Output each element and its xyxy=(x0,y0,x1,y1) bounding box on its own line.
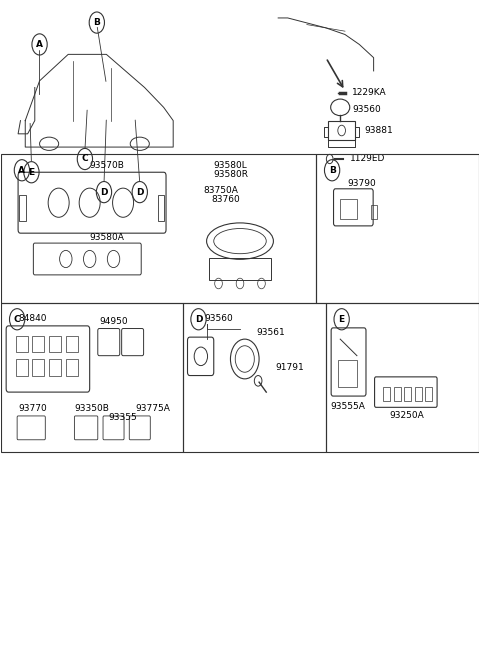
Bar xyxy=(33,336,44,352)
Text: 93570B: 93570B xyxy=(89,161,124,170)
Bar xyxy=(415,387,422,402)
Text: E: E xyxy=(28,168,35,177)
Bar xyxy=(49,336,61,352)
Text: D: D xyxy=(195,315,202,324)
Bar xyxy=(19,195,26,221)
Text: 93580A: 93580A xyxy=(89,233,124,243)
Bar xyxy=(183,303,326,452)
Text: A: A xyxy=(36,40,43,49)
Bar xyxy=(328,120,355,140)
Text: 93775A: 93775A xyxy=(136,404,170,413)
Text: 93770: 93770 xyxy=(18,404,47,413)
Bar xyxy=(209,258,271,279)
Bar xyxy=(49,359,61,376)
Text: 93355: 93355 xyxy=(108,413,137,422)
Text: 83760: 83760 xyxy=(211,195,240,204)
Bar xyxy=(316,154,479,303)
Bar xyxy=(1,303,183,452)
Bar xyxy=(340,199,357,219)
Text: 91791: 91791 xyxy=(276,363,304,372)
Text: C: C xyxy=(14,315,21,324)
Bar xyxy=(383,387,390,402)
Text: 93250A: 93250A xyxy=(390,411,424,420)
Text: 93560: 93560 xyxy=(204,314,233,323)
Text: 1229KA: 1229KA xyxy=(352,88,387,97)
Text: E: E xyxy=(338,315,345,324)
Bar xyxy=(371,205,377,219)
Text: 83750A: 83750A xyxy=(204,186,239,196)
Text: D: D xyxy=(100,188,108,197)
Text: C: C xyxy=(82,154,88,164)
Text: 93560: 93560 xyxy=(352,105,381,114)
Text: 84840: 84840 xyxy=(18,314,47,323)
Text: A: A xyxy=(18,166,25,175)
Text: 93580R: 93580R xyxy=(213,170,248,179)
Text: 93790: 93790 xyxy=(348,179,376,188)
Text: B: B xyxy=(94,18,100,27)
Bar xyxy=(394,387,401,402)
Bar xyxy=(338,360,357,387)
Bar xyxy=(158,195,164,221)
Bar xyxy=(16,336,28,352)
Text: 93881: 93881 xyxy=(364,126,393,135)
Bar xyxy=(1,154,316,303)
Text: 93561: 93561 xyxy=(257,328,286,337)
Text: D: D xyxy=(136,188,144,197)
Bar xyxy=(66,336,78,352)
Bar xyxy=(425,387,432,402)
Bar xyxy=(33,359,44,376)
Text: 93350B: 93350B xyxy=(74,404,109,413)
Text: 1129ED: 1129ED xyxy=(350,154,385,164)
Bar xyxy=(66,359,78,376)
Bar xyxy=(404,387,411,402)
Text: 93580L: 93580L xyxy=(214,161,247,170)
Bar xyxy=(16,359,28,376)
Text: B: B xyxy=(329,166,336,175)
Bar xyxy=(326,303,479,452)
Text: 94950: 94950 xyxy=(99,317,128,326)
Text: 93555A: 93555A xyxy=(330,402,365,411)
